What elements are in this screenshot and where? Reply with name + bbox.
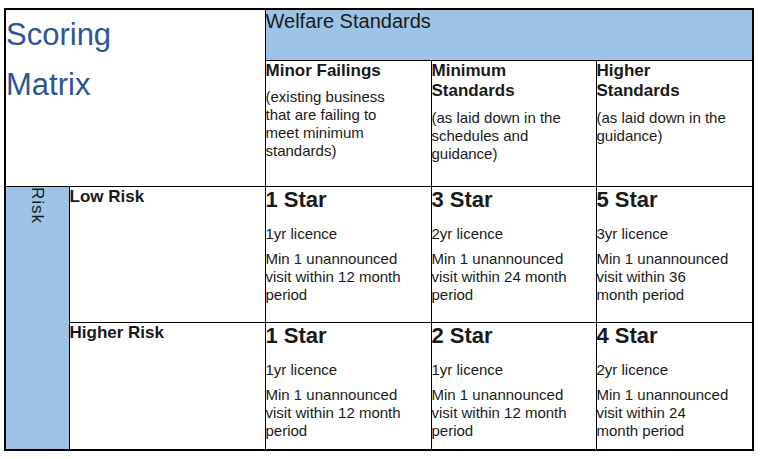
star-rating: 5 Star bbox=[597, 187, 753, 212]
cell-low-risk-minimum-standards: 3 Star 2yr licence Min 1 unannounced vis… bbox=[431, 186, 596, 322]
inspection-frequency: Min 1 unannounced visit within 24 month … bbox=[597, 386, 753, 440]
star-rating: 1 Star bbox=[266, 323, 431, 348]
column-name: Minimum Standards bbox=[432, 61, 596, 102]
matrix-title-cell: Scoring Matrix bbox=[5, 9, 265, 186]
licence-duration: 1yr licence bbox=[266, 225, 431, 243]
page-title: Scoring Matrix bbox=[6, 10, 265, 109]
licence-duration: 1yr licence bbox=[266, 361, 431, 379]
inspection-frequency: Min 1 unannounced visit within 24 month … bbox=[432, 250, 596, 304]
licence-duration: 2yr licence bbox=[432, 225, 596, 243]
licence-duration: 3yr licence bbox=[597, 225, 753, 243]
column-header-higher-standards: Higher Standards (as laid down in the gu… bbox=[596, 60, 753, 186]
row-label-text: Higher Risk bbox=[70, 323, 265, 343]
inspection-frequency: Min 1 unannounced visit within 36 month … bbox=[597, 250, 753, 304]
inspection-frequency: Min 1 unannounced visit within 12 month … bbox=[266, 386, 431, 440]
row-label-higher-risk: Higher Risk bbox=[69, 322, 265, 450]
cell-higher-risk-minor-failings: 1 Star 1yr licence Min 1 unannounced vis… bbox=[265, 322, 431, 450]
cell-higher-risk-higher-standards: 4 Star 2yr licence Min 1 unannounced vis… bbox=[596, 322, 753, 450]
column-header-minimum-standards: Minimum Standards (as laid down in the s… bbox=[431, 60, 596, 186]
star-rating: 1 Star bbox=[266, 187, 431, 212]
risk-axis-cell: Risk bbox=[5, 186, 69, 450]
row-label-low-risk: Low Risk bbox=[69, 186, 265, 322]
column-note: (existing business that are failing to m… bbox=[266, 88, 431, 160]
inspection-frequency: Min 1 unannounced visit within 12 month … bbox=[432, 386, 596, 440]
licence-duration: 2yr licence bbox=[597, 361, 753, 379]
column-name: Higher Standards bbox=[597, 61, 753, 102]
page: Scoring Matrix Welfare Standards Minor F… bbox=[0, 0, 760, 459]
column-note: (as laid down in the schedules and guida… bbox=[432, 109, 596, 163]
column-group-header: Welfare Standards bbox=[266, 10, 753, 33]
cell-higher-risk-minimum-standards: 2 Star 1yr licence Min 1 unannounced vis… bbox=[431, 322, 596, 450]
column-header-minor-failings: Minor Failings (existing business that a… bbox=[265, 60, 431, 186]
licence-duration: 1yr licence bbox=[432, 361, 596, 379]
column-note: (as laid down in the guidance) bbox=[597, 109, 753, 145]
cell-low-risk-minor-failings: 1 Star 1yr licence Min 1 unannounced vis… bbox=[265, 186, 431, 322]
row-label-text: Low Risk bbox=[70, 187, 265, 207]
inspection-frequency: Min 1 unannounced visit within 12 month … bbox=[266, 250, 431, 304]
welfare-standards-header-cell: Welfare Standards bbox=[265, 9, 753, 60]
row-group-header: Risk bbox=[29, 187, 46, 224]
star-rating: 2 Star bbox=[432, 323, 596, 348]
cell-low-risk-higher-standards: 5 Star 3yr licence Min 1 unannounced vis… bbox=[596, 186, 753, 322]
star-rating: 4 Star bbox=[597, 323, 753, 348]
scoring-matrix-table: Scoring Matrix Welfare Standards Minor F… bbox=[4, 8, 754, 451]
column-name: Minor Failings bbox=[266, 61, 431, 82]
star-rating: 3 Star bbox=[432, 187, 596, 212]
